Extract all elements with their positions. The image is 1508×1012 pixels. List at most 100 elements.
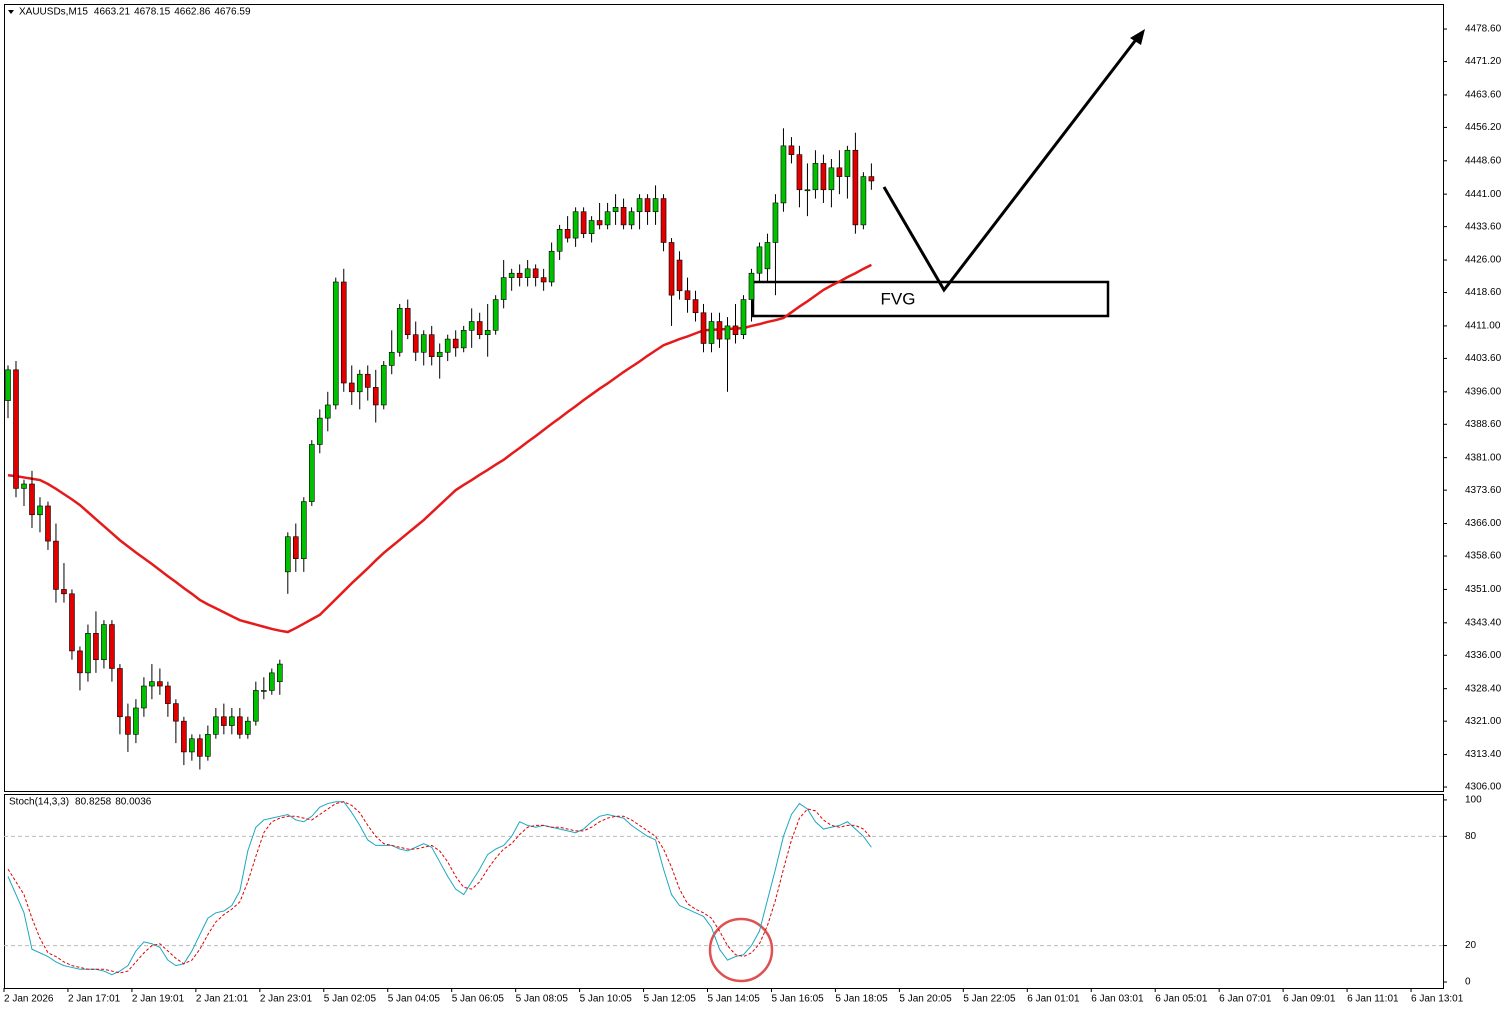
x-tick-label: 2 Jan 17:01 (68, 994, 121, 1005)
x-tick-label: 6 Jan 09:01 (1283, 994, 1336, 1005)
candle-body (388, 351, 395, 366)
y-tick-label: 4381.00 (1465, 452, 1502, 463)
candle-body (101, 624, 107, 660)
header-value: 80.0036 (115, 797, 152, 808)
candle-body (69, 593, 75, 652)
stoch-frame (4, 794, 1444, 989)
y-tick-label: 4321.00 (1465, 716, 1502, 727)
x-tick-label: 6 Jan 11:01 (1347, 994, 1399, 1005)
y-tick-label: 4336.00 (1465, 650, 1502, 661)
x-tick-label: 2 Jan 23:01 (260, 994, 313, 1005)
candle-body (836, 167, 843, 177)
candle-body (716, 321, 723, 340)
x-tick-label: 2 Jan 21:01 (196, 994, 249, 1005)
x-tick-label: 2 Jan 2026 (4, 994, 54, 1005)
candle-body (109, 624, 115, 669)
candle-body (772, 202, 779, 243)
candle-body (732, 325, 739, 335)
candle-body (596, 220, 603, 226)
y-tick-label: 4396.00 (1465, 386, 1502, 397)
candle-body (652, 198, 659, 213)
candle-body (764, 242, 771, 270)
y-tick-label: 4343.40 (1465, 617, 1502, 628)
candle-body (860, 176, 867, 226)
y-tick-label: 100 (1465, 795, 1482, 806)
highlight-circle (708, 917, 774, 983)
x-tick-label: 2 Jan 19:01 (132, 994, 185, 1005)
candle-body (237, 716, 243, 735)
candle-body (844, 149, 851, 177)
y-tick-label: 80 (1465, 831, 1477, 842)
y-tick-label: 20 (1465, 940, 1477, 951)
candle-body (828, 167, 835, 191)
candle-body (524, 268, 531, 278)
candle-body (372, 387, 379, 406)
stoch-line (7, 801, 872, 974)
x-tick-label: 5 Jan 10:05 (580, 994, 633, 1005)
candle-body (29, 483, 35, 516)
candle-body (77, 650, 83, 674)
y-tick-label: 4433.60 (1465, 221, 1502, 232)
y-tick-label: 4478.60 (1465, 24, 1502, 35)
candle-body (45, 505, 51, 542)
y-tick-label: 4351.00 (1465, 584, 1502, 595)
candle-body (261, 690, 267, 692)
fvg-label: FVG (881, 289, 916, 308)
candle-body (460, 330, 467, 349)
candle-body (604, 211, 611, 226)
candle-body (380, 365, 387, 406)
candle-body (269, 672, 275, 691)
candle-body (133, 707, 139, 735)
candle-body (292, 536, 299, 559)
y-tick-label: 4403.60 (1465, 353, 1502, 364)
candle-body (708, 321, 715, 344)
candle-body (316, 417, 323, 445)
candle-body (564, 228, 571, 239)
candle-body (197, 738, 203, 757)
y-tick-label: 4418.60 (1465, 287, 1502, 298)
y-tick-label: 4448.60 (1465, 155, 1502, 166)
y-tick-label: 4441.00 (1465, 189, 1502, 200)
candle-body (340, 281, 347, 384)
candle-body (748, 272, 755, 300)
x-tick-label: 6 Jan 05:01 (1155, 994, 1208, 1005)
candle-body (308, 444, 315, 502)
x-tick-label: 5 Jan 14:05 (708, 994, 761, 1005)
y-tick-label: 4306.00 (1465, 782, 1502, 793)
candle-body (13, 369, 19, 489)
menu-triangle (8, 10, 14, 14)
candle-body (428, 334, 435, 357)
candle-body (852, 149, 859, 226)
candle-body (245, 720, 251, 735)
y-tick-label: 4456.20 (1465, 122, 1502, 133)
candle-body (412, 334, 419, 353)
candle-body (396, 308, 403, 353)
candle-body (676, 259, 683, 292)
candle-body (644, 198, 651, 213)
candle-body (868, 176, 875, 182)
y-tick-label: 4463.60 (1465, 90, 1502, 101)
candle-body (516, 272, 523, 278)
candle-body (5, 369, 11, 401)
y-tick-label: 4373.60 (1465, 485, 1502, 496)
stoch-line (7, 801, 872, 976)
arrow-head (1130, 29, 1145, 45)
candle-body (181, 720, 187, 753)
indicator-title: XAUUSDs,M15 (19, 7, 88, 18)
candle-body (620, 207, 627, 226)
candle-body (476, 321, 483, 335)
candle-body (692, 299, 699, 314)
candle-body (556, 228, 563, 252)
y-tick-label: 4426.00 (1465, 255, 1502, 266)
candle-body (300, 501, 307, 559)
candle-body (788, 145, 795, 155)
y-tick-label: 4366.00 (1465, 518, 1502, 529)
y-tick-label: 4328.40 (1465, 683, 1502, 694)
x-tick-label: 5 Jan 12:05 (644, 994, 697, 1005)
header-value: 80.8258 (75, 797, 112, 808)
candle-body (173, 703, 179, 722)
x-tick-label: 6 Jan 07:01 (1219, 994, 1272, 1005)
x-tick-label: 5 Jan 22:05 (963, 994, 1016, 1005)
candle-body (500, 277, 507, 300)
